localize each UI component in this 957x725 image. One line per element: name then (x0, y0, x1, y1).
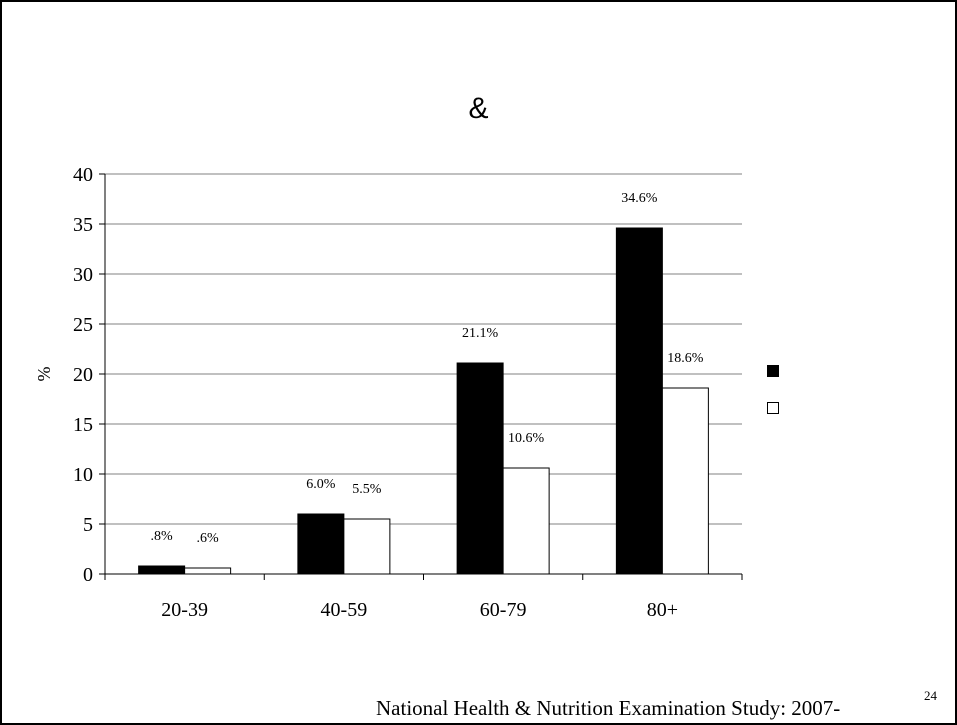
y-tick-label-5: 25 (73, 314, 93, 336)
x-tick-label-60-79: 60-79 (480, 599, 527, 621)
page-number: 24 (924, 688, 937, 703)
data-label-series2-80+: 18.6% (667, 351, 704, 366)
bar-series1-80+ (615, 227, 663, 575)
bar-series1-40-59 (297, 513, 345, 575)
bar-series2-40-59 (343, 518, 391, 575)
bar-series2-20-39 (184, 567, 232, 575)
x-tick-label-40-59: 40-59 (321, 599, 368, 621)
y-tick-label-3: 15 (73, 414, 93, 436)
y-axis-label: % (34, 367, 54, 382)
bar-series1-20-39 (138, 565, 186, 575)
chart-title: & (468, 92, 489, 125)
legend-item-series-2 (767, 402, 787, 414)
bar-series2-80+ (661, 387, 709, 575)
legend-swatch-series-1 (767, 365, 779, 377)
data-label-series2-20-39: .6% (197, 531, 220, 546)
y-tick-label-4: 20 (73, 364, 93, 386)
x-tick-label-20-39: 20-39 (161, 599, 208, 621)
data-label-series2-60-79: 10.6% (508, 431, 545, 446)
data-label-series1-20-39: .8% (151, 529, 174, 544)
data-label-series1-60-79: 21.1% (462, 326, 499, 341)
data-label-series1-40-59: 6.0% (306, 477, 336, 492)
x-tick-label-80+: 80+ (647, 599, 678, 621)
legend-item-series-1 (767, 365, 787, 377)
y-tick-label-2: 10 (73, 464, 93, 486)
y-tick-label-8: 40 (73, 164, 93, 186)
y-tick-label-7: 35 (73, 214, 93, 236)
data-label-series2-40-59: 5.5% (352, 482, 382, 497)
bar-series2-60-79 (502, 467, 550, 575)
y-tick-label-0: 0 (83, 564, 93, 586)
y-tick-label-6: 30 (73, 264, 93, 286)
data-label-series1-80+: 34.6% (621, 191, 658, 206)
y-tick-label-1: 5 (83, 514, 93, 536)
bar-series1-60-79 (456, 362, 504, 575)
footer-citation: National Health & Nutrition Examination … (376, 696, 841, 720)
legend-swatch-series-2 (767, 402, 779, 414)
